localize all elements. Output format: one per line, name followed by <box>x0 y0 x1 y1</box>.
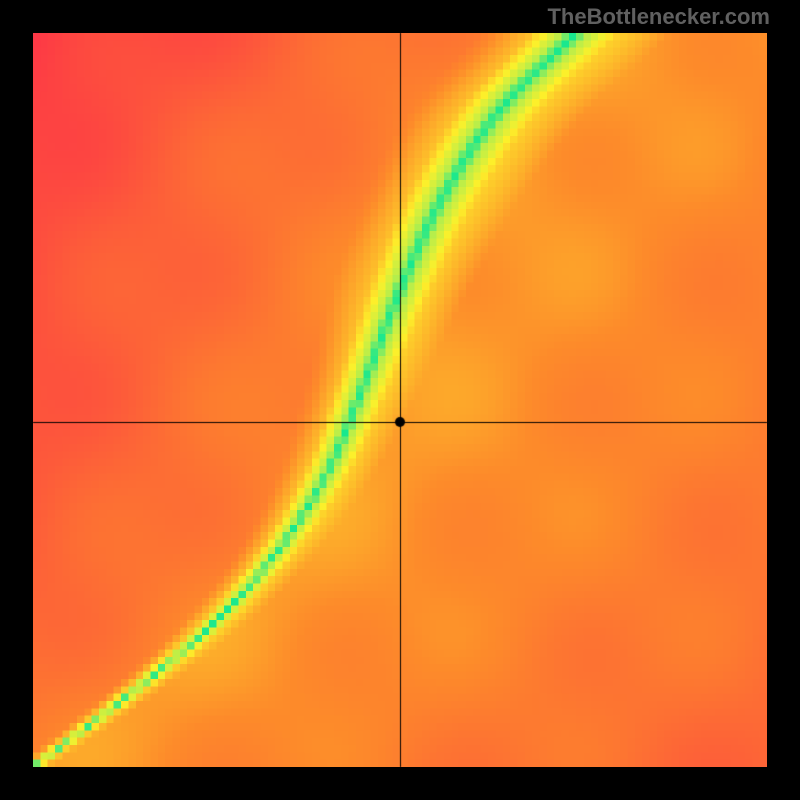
crosshair-overlay <box>0 0 800 800</box>
watermark-text: TheBottlenecker.com <box>547 4 770 30</box>
chart-container: TheBottlenecker.com <box>0 0 800 800</box>
